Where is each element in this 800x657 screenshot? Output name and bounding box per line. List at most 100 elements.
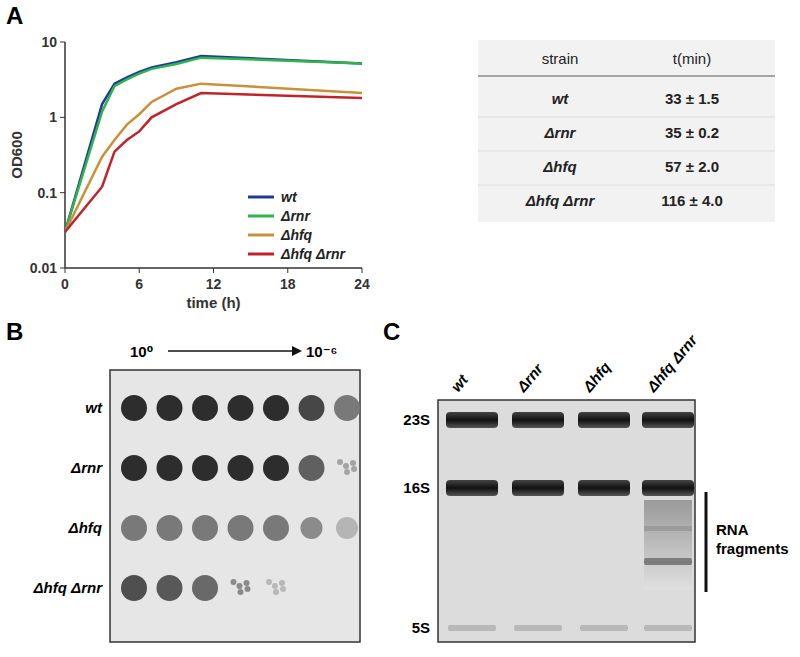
dilution-end: 10⁻⁶ (306, 343, 338, 360)
y-tick-label: 10 (41, 34, 57, 50)
spot (157, 395, 183, 421)
table-header: strain (542, 50, 579, 67)
spot (121, 515, 147, 541)
lane-label: wt (447, 370, 471, 394)
table-cell: Δhfq Δrnr (525, 192, 596, 209)
x-axis-label: time (h) (186, 294, 240, 311)
colony (231, 579, 237, 585)
table-header: t(min) (673, 50, 711, 67)
colony (344, 469, 350, 475)
spot (192, 575, 218, 601)
gel-frame (438, 400, 695, 642)
table-row-rule (478, 185, 775, 186)
series-line (65, 93, 362, 232)
colony (238, 589, 244, 595)
gel: wtΔrnrΔhfqΔhfq Δrnr23S16S5SRNAfragments (403, 331, 788, 642)
band (514, 625, 562, 631)
spot (157, 455, 183, 481)
spot (263, 395, 289, 421)
spot (192, 395, 218, 421)
series-group (65, 56, 362, 232)
spot (228, 455, 254, 481)
x-tick-label: 24 (354, 276, 370, 292)
strain-label: wt (85, 399, 103, 416)
band (644, 625, 692, 631)
spot (299, 455, 325, 481)
smear (644, 500, 692, 590)
figure: ABC0.010.111006121824time (h)OD600wtΔrnr… (0, 0, 800, 657)
colony (244, 580, 250, 586)
legend-swatch (248, 253, 274, 256)
spot-assay: 10⁰10⁻⁶wtΔrnrΔhfqΔhfq Δrnr (33, 343, 360, 642)
bracket (705, 492, 708, 592)
spot (228, 395, 254, 421)
band-label: 16S (403, 479, 430, 496)
dilution-start: 10⁰ (130, 343, 153, 360)
x-tick (287, 268, 288, 273)
x-tick-label: 0 (61, 276, 69, 292)
panel-label: B (6, 318, 23, 345)
table-cell: 35 ± 0.2 (665, 124, 719, 141)
table-background (478, 40, 775, 222)
band (578, 412, 630, 428)
panel-label: A (6, 2, 23, 29)
x-tick-label: 12 (206, 276, 222, 292)
band (512, 412, 564, 428)
x-tick (362, 268, 363, 273)
legend-label: Δhfq (280, 227, 313, 243)
table-rule (478, 76, 775, 77)
table: straint(min)wt33 ± 1.5Δrnr35 ± 0.2Δhfq57… (478, 40, 775, 222)
colony (273, 589, 279, 595)
lane-label: Δhfq Δrnr (643, 331, 701, 396)
table-cell: Δrnr (544, 124, 577, 141)
strain-label: Δhfq Δrnr (33, 579, 104, 596)
legend-label: Δrnr (280, 208, 311, 224)
colony (279, 580, 285, 586)
x-tick-label: 6 (135, 276, 143, 292)
band (642, 412, 694, 428)
series-line (65, 58, 362, 232)
spot (121, 455, 147, 481)
table-cell: 33 ± 1.5 (665, 90, 719, 107)
panel-label: C (383, 318, 400, 345)
spot (228, 515, 254, 541)
band (448, 625, 496, 631)
y-tick (60, 42, 65, 43)
band (446, 412, 498, 428)
legend-label: Δhfq Δrnr (280, 246, 346, 262)
line-chart: 0.010.111006121824time (h)OD600wtΔrnrΔhf… (8, 34, 370, 311)
x-tick (65, 268, 66, 273)
table-cell: Δhfq (542, 158, 576, 175)
band-label: 5S (412, 619, 430, 636)
colony (237, 583, 243, 589)
colony (266, 579, 272, 585)
spot (336, 517, 358, 539)
strain-label: Δhfq (68, 519, 102, 536)
spot (157, 575, 183, 601)
band (644, 526, 692, 531)
legend-swatch (248, 234, 274, 237)
plate (110, 370, 360, 642)
band (512, 480, 564, 496)
colony (272, 583, 278, 589)
legend-swatch (248, 196, 274, 199)
spot (192, 515, 218, 541)
spot (263, 455, 289, 481)
table-row-rule (478, 151, 775, 152)
arrow (168, 350, 292, 352)
y-tick (60, 117, 65, 118)
x-tick (139, 268, 140, 273)
table-cell: 116 ± 4.0 (661, 192, 723, 209)
spot (121, 395, 147, 421)
legend-swatch (248, 215, 274, 218)
spot (300, 517, 322, 539)
y-tick-label: 1 (49, 109, 57, 125)
lane-label: Δrnr (513, 359, 547, 395)
colony (351, 466, 357, 472)
series-line (65, 56, 362, 232)
y-axis-label: OD600 (8, 131, 25, 179)
colony (245, 586, 251, 592)
band-label: 23S (403, 411, 430, 428)
band (578, 480, 630, 496)
spot (263, 515, 289, 541)
